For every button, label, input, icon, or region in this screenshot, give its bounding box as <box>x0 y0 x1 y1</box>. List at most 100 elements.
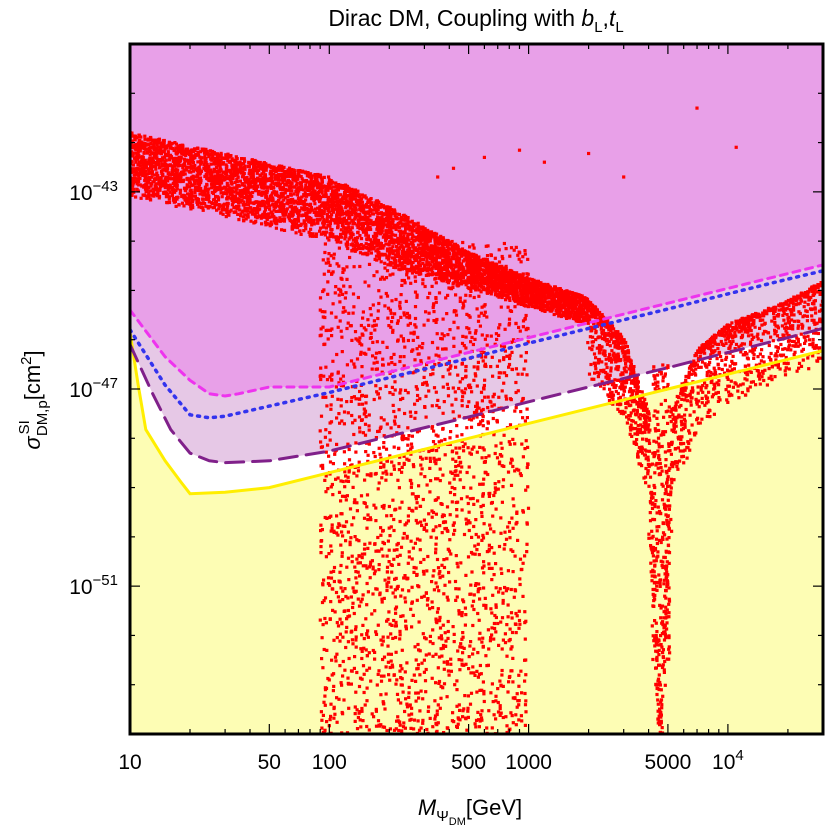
data-point <box>489 261 493 265</box>
data-point <box>176 145 180 149</box>
data-point <box>357 203 361 207</box>
data-point <box>236 212 240 216</box>
data-point <box>143 134 147 138</box>
data-point <box>574 319 578 323</box>
data-point <box>479 258 483 262</box>
data-point <box>144 190 148 194</box>
data-point <box>195 178 199 182</box>
data-point <box>540 285 544 289</box>
data-point <box>490 278 494 282</box>
data-point <box>483 277 487 282</box>
data-point <box>501 268 505 272</box>
data-point <box>160 171 164 176</box>
data-point <box>214 199 218 204</box>
data-point <box>289 183 293 187</box>
data-point <box>242 162 246 166</box>
data-point <box>269 220 273 224</box>
data-point <box>302 208 306 212</box>
data-point <box>411 255 415 259</box>
data-point <box>486 272 491 276</box>
data-point <box>133 138 137 142</box>
data-point <box>332 235 336 239</box>
data-point <box>232 165 236 169</box>
data-point <box>143 193 147 198</box>
data-point <box>341 225 345 229</box>
data-point <box>247 201 251 205</box>
data-point <box>279 209 283 213</box>
data-point <box>262 184 266 188</box>
data-point <box>236 175 240 179</box>
data-point <box>236 161 240 165</box>
data-point <box>498 286 502 290</box>
data-point <box>136 157 140 161</box>
data-point <box>567 296 571 300</box>
data-point <box>316 180 320 184</box>
data-point <box>531 278 535 282</box>
data-point <box>384 223 388 227</box>
data-point <box>400 230 404 234</box>
data-point <box>426 228 430 232</box>
data-point <box>147 158 151 162</box>
data-point <box>395 212 399 216</box>
data-point <box>240 198 244 202</box>
data-point <box>387 254 391 258</box>
data-point <box>545 296 549 300</box>
data-point <box>461 250 465 254</box>
data-point <box>345 240 349 244</box>
data-point <box>373 236 378 240</box>
data-point <box>465 258 469 262</box>
data-point <box>536 306 541 310</box>
data-point <box>579 293 583 298</box>
data-point <box>537 299 541 303</box>
data-point <box>222 161 226 165</box>
data-point <box>250 212 254 216</box>
data-point <box>193 190 197 195</box>
data-point <box>401 218 405 222</box>
data-point <box>319 185 323 189</box>
data-point <box>371 243 375 247</box>
data-point <box>148 160 152 164</box>
data-point <box>524 297 528 301</box>
data-point <box>234 189 238 193</box>
data-point <box>201 193 205 197</box>
data-point <box>333 194 337 198</box>
data-point <box>456 250 460 254</box>
data-point <box>227 213 231 217</box>
data-point <box>509 282 513 286</box>
data-point <box>542 295 546 299</box>
data-point <box>150 193 154 197</box>
data-point <box>505 296 509 300</box>
data-point <box>555 293 559 297</box>
data-point <box>420 252 424 256</box>
data-point <box>399 215 404 219</box>
data-point <box>411 233 415 237</box>
data-point <box>322 211 326 216</box>
data-point <box>268 207 272 211</box>
data-point <box>239 214 243 218</box>
data-point <box>345 201 349 205</box>
data-point <box>239 212 243 216</box>
data-point <box>531 304 535 309</box>
data-point <box>578 315 582 319</box>
data-point <box>191 183 195 187</box>
data-point <box>188 177 192 181</box>
data-point <box>360 200 364 204</box>
data-point <box>220 156 224 160</box>
data-point <box>516 280 520 284</box>
data-point <box>280 164 284 168</box>
data-point <box>263 174 267 178</box>
data-point <box>212 179 216 183</box>
data-point <box>408 246 412 250</box>
data-point <box>141 144 145 148</box>
data-point <box>577 314 581 319</box>
data-point <box>327 185 331 190</box>
data-point <box>145 194 150 198</box>
data-point <box>370 201 374 205</box>
data-point <box>312 222 316 226</box>
data-point <box>390 230 394 234</box>
data-point <box>324 188 328 192</box>
data-point <box>230 203 234 207</box>
data-point <box>365 210 369 214</box>
data-point <box>285 201 289 205</box>
